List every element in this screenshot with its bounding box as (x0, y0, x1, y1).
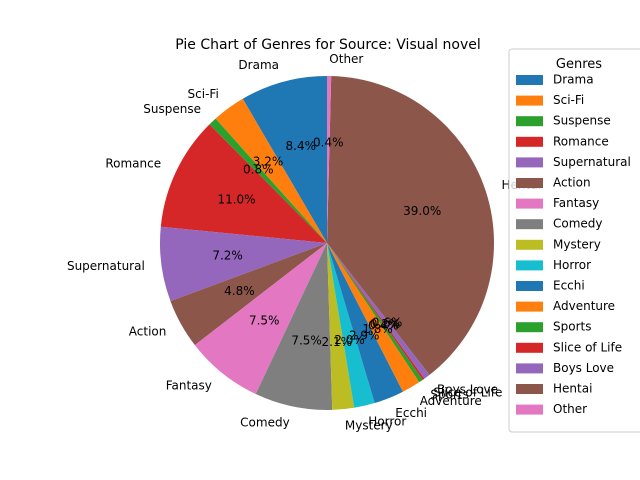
slice-label-mystery: Mystery (345, 418, 393, 432)
chart-title: Pie Chart of Genres for Source: Visual n… (175, 37, 481, 53)
percent-label-suspense: 0.8% (243, 163, 274, 177)
legend-swatch-slice-of-life (516, 342, 543, 353)
slice-label-drama: Drama (238, 58, 279, 72)
legend-swatch-mystery (516, 239, 543, 250)
pie-slices (159, 75, 495, 411)
legend-swatch-supernatural (516, 157, 543, 168)
legend-label-adventure: Adventure (553, 299, 615, 313)
legend: Genres Drama Sci-Fi Suspense Romance Superna… (508, 48, 640, 433)
slice-label-boys-love: Boys Love (437, 383, 498, 397)
legend-items: Drama Sci-Fi Suspense Romance Supernatural Ac… (516, 73, 631, 416)
legend-swatch-fantasy (516, 198, 543, 209)
legend-label-hentai: Hentai (553, 382, 592, 396)
legend-swatch-other (516, 404, 543, 415)
slice-label-other: Other (329, 52, 363, 66)
slice-label-sci-fi: Sci-Fi (188, 87, 219, 101)
legend-label-comedy: Comedy (553, 217, 603, 231)
legend-title: Genres (556, 57, 602, 72)
legend-swatch-sci-fi (516, 95, 543, 106)
legend-label-slice-of-life: Slice of Life (553, 340, 622, 354)
pie-slice-action (170, 243, 327, 346)
legend-swatch-action (516, 178, 543, 188)
percent-label-romance: 11.0% (217, 193, 255, 207)
legend-label-supernatural: Supernatural (553, 155, 631, 169)
pie-slice-fantasy (194, 243, 327, 395)
percent-labels: 8.4%3.2%0.8%11.0%7.2%4.8%7.5%7.5% 2.1%2.0… (212, 135, 441, 349)
legend-swatch-suspense (516, 116, 543, 127)
percent-label-horror: 2.0% (334, 333, 365, 347)
percent-label-ecchi: 2.9% (349, 329, 380, 343)
percent-label-adventure: 1.8% (362, 322, 393, 336)
pie-slice-ecchi (327, 243, 403, 404)
legend-swatch-ecchi (516, 281, 543, 291)
legend-swatch-drama (516, 75, 543, 85)
legend-label-boys-love: Boys Love (553, 361, 614, 375)
percent-label-fantasy: 7.5% (249, 314, 280, 328)
legend-label-action: Action (553, 176, 591, 190)
percent-label-other: 0.4% (313, 135, 344, 149)
slice-label-sports: Sports (430, 387, 468, 401)
slice-label-suspense: Suspense (143, 102, 201, 116)
legend-label-fantasy: Fantasy (553, 196, 599, 210)
legend-swatch-horror (516, 260, 543, 271)
slice-label-horror: Horror (368, 415, 406, 429)
slice-label-ecchi: Ecchi (395, 406, 427, 420)
pie-slice-comedy (255, 243, 333, 411)
pie-slice-hentai (327, 76, 495, 375)
legend-label-ecchi: Ecchi (553, 279, 585, 293)
legend-label-horror: Horror (553, 258, 591, 272)
percent-label-supernatural: 7.2% (212, 248, 243, 262)
percent-label-drama: 8.4% (286, 139, 317, 153)
slice-label-fantasy: Fantasy (166, 379, 212, 393)
percent-label-hentai: 39.0% (403, 204, 441, 218)
pie-slice-suspense (209, 118, 327, 243)
pie-slice-drama (242, 76, 327, 243)
legend-swatch-romance (516, 136, 543, 147)
legend-label-romance: Romance (553, 134, 609, 148)
legend-label-suspense: Suspense (553, 114, 611, 128)
legend-label-sports: Sports (553, 320, 591, 334)
percent-label-action: 4.8% (224, 284, 255, 298)
percent-label-slice-of-life: 0.2% (370, 317, 401, 331)
pie-slice-mystery (327, 243, 355, 410)
percent-label-sports: 0.4% (368, 318, 399, 332)
legend-label-sci-fi: Sci-Fi (553, 93, 584, 107)
legend-swatch-sports (516, 322, 543, 333)
percent-label-comedy: 7.5% (291, 334, 322, 348)
percent-label-boys-love: 0.6% (372, 316, 403, 330)
pie-slice-horror (327, 243, 375, 408)
pie-slice-supernatural (159, 226, 327, 302)
legend-label-other: Other (553, 402, 587, 416)
legend-swatch-hentai (516, 384, 543, 394)
percent-label-mystery: 2.1% (322, 335, 353, 349)
pie-slice-sports (327, 243, 423, 383)
legend-label-mystery: Mystery (553, 237, 601, 251)
slice-label-supernatural: Supernatural (67, 259, 145, 273)
legend-swatch-comedy (516, 219, 543, 230)
pie-slice-romance (160, 124, 327, 243)
legend-swatch-adventure (516, 301, 543, 312)
pie-slice-sci-fi (215, 98, 327, 243)
pie-slice-adventure (327, 243, 420, 392)
slice-label-adventure: Adventure (420, 394, 482, 408)
slice-label-romance: Romance (105, 157, 161, 171)
pie-slice-boys-love (327, 243, 430, 379)
slice-label-action: Action (129, 325, 167, 339)
legend-label-drama: Drama (553, 73, 594, 87)
slice-label-comedy: Comedy (240, 415, 290, 429)
pie-slice-other (327, 75, 332, 243)
pie-slice-slice-of-life (327, 243, 425, 380)
slice-label-slice-of-life: Slice of Life (433, 385, 502, 399)
legend-swatch-boys-love (516, 363, 543, 374)
percent-label-sci-fi: 3.2% (253, 155, 284, 169)
